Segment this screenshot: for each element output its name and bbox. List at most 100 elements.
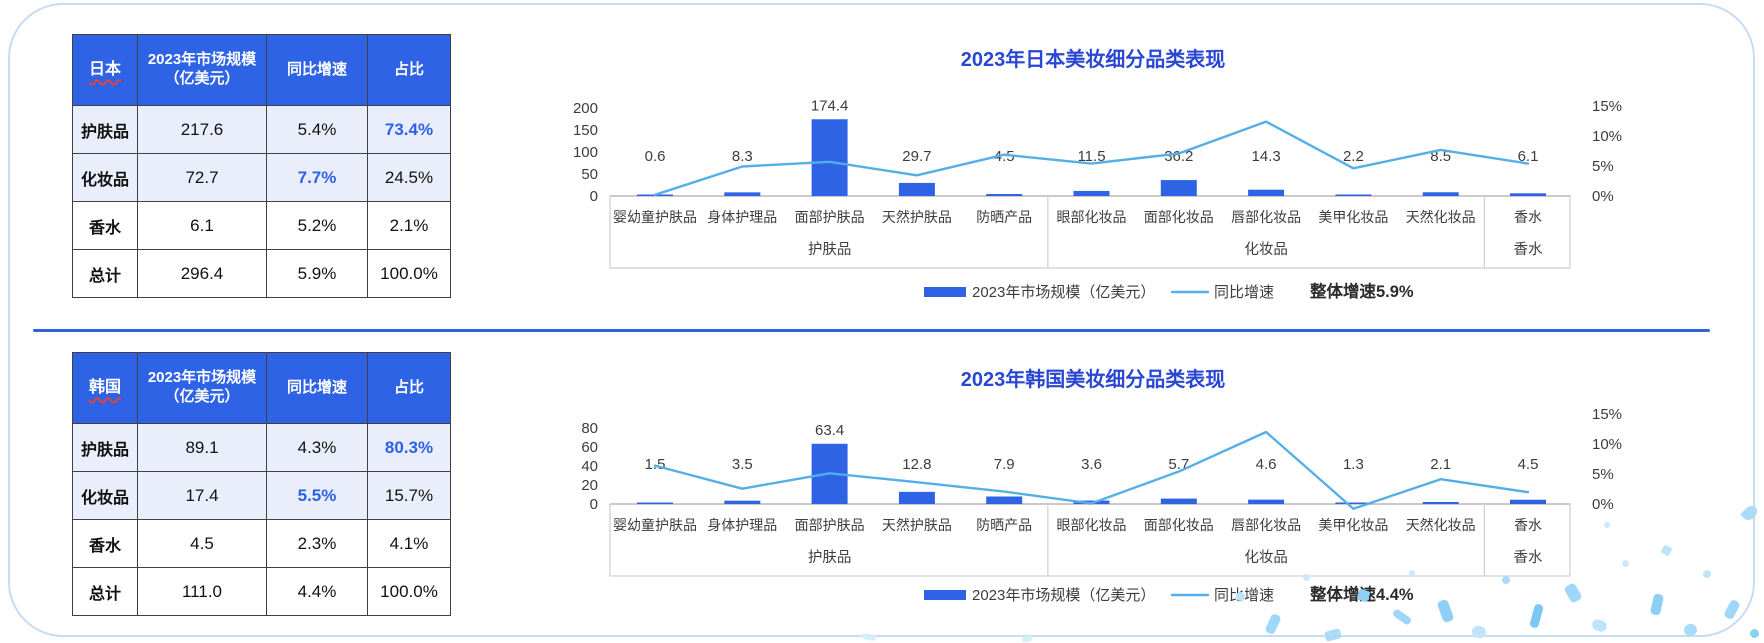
cell-size: 4.5 [137, 519, 267, 568]
bar-value-label: 7.9 [994, 456, 1015, 473]
x-category-label: 唇部化妆品 [1231, 209, 1301, 225]
bar [1422, 502, 1459, 504]
cell-share: 2.1% [367, 201, 451, 250]
row-label: 总计 [72, 567, 138, 616]
table-row: 香水 4.5 2.3% 4.1% [72, 519, 451, 568]
cell-size: 296.4 [137, 249, 267, 298]
x-category-label: 天然化妆品 [1406, 209, 1476, 225]
x-category-label: 香水 [1514, 209, 1542, 225]
x-category-label: 香水 [1514, 517, 1542, 533]
x-category-label: 天然化妆品 [1406, 517, 1476, 533]
row-label: 护肤品 [72, 423, 138, 472]
bar [898, 182, 935, 196]
bar-value-label: 12.8 [902, 456, 931, 473]
x-category-label: 面部化妆品 [1144, 209, 1214, 225]
bar [1160, 498, 1197, 504]
x-category-label: 身体护理品 [707, 517, 777, 533]
x-category-label: 面部护肤品 [795, 517, 865, 533]
growth-line [653, 430, 1530, 510]
col-header-size: 2023年市场规模（亿美元） [137, 34, 267, 106]
legend-line-label: 同比增速 [1214, 284, 1274, 301]
left-axis-tick: 60 [581, 439, 598, 456]
right-axis-tick: 10% [1592, 436, 1622, 453]
x-category-label: 婴幼童护肤品 [613, 517, 697, 533]
col-header-share: 占比 [367, 352, 451, 424]
col-header-growth: 同比增速 [266, 352, 368, 424]
cell-size: 217.6 [137, 105, 267, 154]
bar-value-label: 36.2 [1164, 148, 1193, 165]
row-label: 化妆品 [72, 153, 138, 202]
right-axis-tick: 15% [1592, 406, 1622, 423]
table-row: 护肤品 89.1 4.3% 80.3% [72, 423, 451, 472]
cell-growth: 5.2% [266, 201, 368, 250]
bar-value-label: 11.5 [1077, 148, 1105, 165]
x-category-label: 面部护肤品 [795, 209, 865, 225]
bar-value-label: 0.6 [645, 148, 666, 165]
bar [1335, 194, 1372, 196]
cell-growth: 2.3% [266, 519, 368, 568]
x-group-label: 化妆品 [1244, 241, 1288, 258]
growth-line [653, 120, 1530, 197]
row-label: 香水 [72, 519, 138, 568]
bar-value-label: 2.2 [1343, 148, 1364, 165]
x-group-label: 化妆品 [1244, 549, 1288, 566]
x-category-label: 天然护肤品 [882, 209, 952, 225]
bar-value-label: 3.6 [1081, 456, 1102, 473]
region-header-cell: 日本 [72, 34, 138, 106]
bar [1073, 190, 1110, 196]
decor-confetti [1323, 628, 1343, 642]
right-axis-tick: 5% [1592, 466, 1614, 483]
row-label: 护肤品 [72, 105, 138, 154]
table-header-row: 韩国 2023年市场规模（亿美元） 同比增速 占比 [72, 352, 451, 424]
cell-growth: 4.4% [266, 567, 368, 616]
cell-growth: 7.7% [266, 153, 368, 202]
cell-share: 73.4% [367, 105, 451, 154]
left-axis-tick: 0 [590, 188, 598, 205]
x-category-label: 眼部化妆品 [1057, 517, 1127, 533]
bar-value-label: 174.4 [811, 97, 849, 114]
left-axis-tick: 150 [573, 122, 598, 139]
cell-size: 72.7 [137, 153, 267, 202]
x-axis-label-box [609, 503, 1571, 577]
region-label: 日本 [88, 61, 121, 78]
decor-confetti [861, 632, 877, 642]
left-axis-tick: 100 [573, 144, 598, 161]
table-row: 化妆品 72.7 7.7% 24.5% [72, 153, 451, 202]
bar [986, 496, 1023, 504]
bar [898, 491, 935, 504]
x-category-label: 身体护理品 [707, 209, 777, 225]
row-label: 化妆品 [72, 471, 138, 520]
x-category-label: 防晒产品 [976, 209, 1032, 225]
bar-value-label: 29.7 [902, 148, 931, 165]
x-category-label: 婴幼童护肤品 [613, 209, 697, 225]
section-divider [33, 329, 1710, 332]
x-category-label: 天然护肤品 [882, 517, 952, 533]
col-header-growth: 同比增速 [266, 34, 368, 106]
bar-value-label: 6.1 [1518, 148, 1539, 165]
cell-share: 4.1% [367, 519, 451, 568]
legend-bar-swatch [924, 590, 966, 600]
region-header-cell: 韩国 [72, 352, 138, 424]
table-row: 总计 111.0 4.4% 100.0% [72, 567, 451, 616]
cell-growth: 4.3% [266, 423, 368, 472]
x-category-label: 防晒产品 [976, 517, 1032, 533]
table-row: 总计 296.4 5.9% 100.0% [72, 249, 451, 298]
bar [1248, 499, 1285, 504]
legend-bar-label: 2023年市场规模（亿美元） [972, 587, 1155, 604]
cell-size: 111.0 [137, 567, 267, 616]
x-category-label: 面部化妆品 [1144, 517, 1214, 533]
cell-size: 6.1 [137, 201, 267, 250]
right-axis-tick: 0% [1592, 496, 1614, 513]
bar-value-label: 63.4 [815, 422, 844, 439]
left-axis-tick: 0 [590, 496, 598, 513]
x-category-label: 美甲化妆品 [1318, 209, 1388, 225]
bar [1510, 499, 1546, 504]
col-header-share: 占比 [367, 34, 451, 106]
cell-size: 17.4 [137, 471, 267, 520]
bar-value-label: 8.3 [732, 148, 753, 165]
bar-value-label: 14.3 [1251, 148, 1280, 165]
bar-value-label: 4.5 [994, 148, 1015, 165]
table-row: 香水 6.1 5.2% 2.1% [72, 201, 451, 250]
bar-value-label: 2.1 [1430, 456, 1451, 473]
